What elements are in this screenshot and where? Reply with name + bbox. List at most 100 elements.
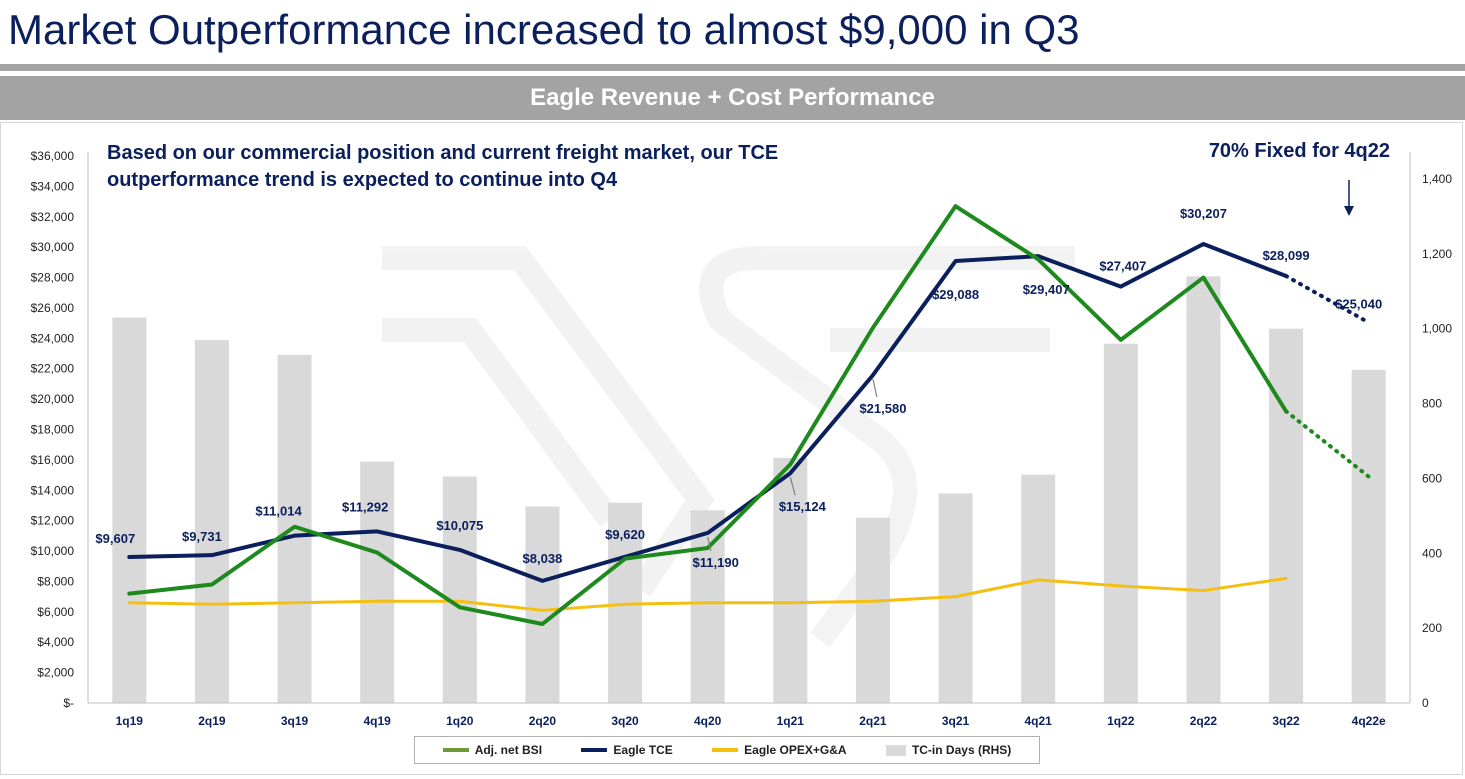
bar-3q22 (1269, 328, 1304, 703)
bar-2q19 (194, 339, 229, 703)
y-tick-left-label: $36,000 (31, 149, 75, 163)
bar-4q20 (690, 510, 725, 703)
chart-annotation: Based on our commercial position and cur… (107, 142, 779, 191)
series-projection-tce (1284, 274, 1371, 325)
y-tick-left-label: $22,000 (31, 362, 75, 376)
title-divider (0, 64, 1465, 71)
fixed-callout: 70% Fixed for 4q22 (1208, 140, 1390, 162)
data-label-tce-2q21: $21,580 (859, 401, 906, 416)
bar-2q22 (1186, 276, 1221, 703)
y-tick-left-label: $14,000 (31, 483, 75, 497)
x-tick-label-2q21: 2q21 (859, 714, 887, 728)
legend-swatch-tce (581, 748, 608, 752)
y-tick-left-label: $16,000 (31, 453, 75, 467)
data-label-tce-1q19: $9,607 (95, 531, 135, 546)
bar-4q19 (360, 461, 395, 703)
y-tick-right-label: 400 (1422, 546, 1442, 560)
y-tick-left-label: $34,000 (31, 179, 75, 193)
data-label-tce-4q22e: $25,040 (1335, 297, 1382, 312)
bar-4q22e (1351, 369, 1386, 703)
data-label-leader (789, 477, 796, 496)
series-line-bsi (127, 204, 1289, 626)
legend-item-opex: Eagle OPEX+G&A (712, 743, 847, 757)
legend-swatch-tc-days (885, 744, 906, 756)
y-tick-left-label: $32,000 (31, 210, 75, 224)
x-tick-label-2q20: 2q20 (529, 714, 557, 728)
y-tick-left-label: $28,000 (31, 271, 75, 285)
y-tick-right-label: 0 (1422, 696, 1429, 710)
legend-label-tce: Eagle TCE (613, 743, 673, 757)
x-tick-label-3q21: 3q21 (942, 714, 970, 728)
chart-frame (0, 122, 1463, 775)
x-tick-label-1q22: 1q22 (1107, 714, 1135, 728)
legend-item-tce: Eagle TCE (581, 743, 673, 757)
slide-title: Market Outperformance increased to almos… (8, 6, 1080, 53)
legend-item-tc-days: TC-in Days (RHS) (885, 743, 1012, 757)
bar-2q20 (525, 506, 560, 703)
x-tick-label-3q20: 3q20 (611, 714, 639, 728)
y-tick-left-label: $20,000 (31, 392, 75, 406)
data-label-tce-3q21: $29,088 (932, 287, 979, 302)
x-tick-label-4q19: 4q19 (364, 714, 392, 728)
data-label-tce-4q19: $11,292 (342, 499, 388, 514)
x-tick-label-1q21: 1q21 (777, 714, 805, 728)
data-label-leader (872, 378, 878, 398)
bar-1q22 (1103, 343, 1138, 703)
data-label-tce-3q19: $11,014 (255, 504, 302, 519)
y-tick-right-label: 1,000 (1422, 322, 1452, 336)
bar-1q21 (773, 457, 808, 703)
x-tick-label-2q22: 2q22 (1190, 714, 1218, 728)
x-tick-label-3q22: 3q22 (1272, 714, 1300, 728)
bar-1q19 (112, 317, 147, 703)
x-tick-label-2q19: 2q19 (198, 714, 226, 728)
data-label-tce-1q20: $10,075 (436, 518, 483, 533)
data-label-tce-4q20: $11,190 (693, 555, 739, 570)
data-label-tce-2q20: $8,038 (523, 551, 563, 566)
y-tick-left-label: $4,000 (37, 635, 74, 649)
x-tick-label-3q19: 3q19 (281, 714, 309, 728)
bar-1q20 (442, 476, 477, 703)
section-band-title: Eagle Revenue + Cost Performance (0, 76, 1465, 120)
y-tick-left-label: $26,000 (31, 301, 75, 315)
y-tick-left-label: $24,000 (31, 331, 75, 345)
x-tick-label-4q21: 4q21 (1025, 714, 1053, 728)
data-label-tce-4q21: $29,407 (1023, 282, 1070, 297)
data-label-tce-2q22: $30,207 (1180, 206, 1227, 221)
data-label-tce-3q20: $9,620 (605, 527, 645, 542)
legend-label-bsi: Adj. net BSI (474, 743, 543, 757)
x-tick-label-4q20: 4q20 (694, 714, 722, 728)
y-tick-right-label: 200 (1422, 621, 1442, 635)
data-label-tce-1q22: $27,407 (1099, 259, 1146, 274)
y-tick-right-label: 1,200 (1422, 247, 1452, 261)
y-tick-left-label: $18,000 (31, 423, 75, 437)
legend-item-bsi: Adj. net BSI (442, 743, 543, 757)
callout-arrow (1344, 180, 1354, 216)
series-line-opex (127, 576, 1288, 612)
y-tick-left-label: $10,000 (31, 544, 75, 558)
y-tick-right-label: 1,400 (1422, 172, 1452, 186)
legend-label-opex: Eagle OPEX+G&A (744, 743, 847, 757)
data-label-tce-1q21: $15,124 (779, 499, 827, 514)
data-label-tce-3q22: $28,099 (1263, 248, 1310, 263)
x-tick-label-1q19: 1q19 (116, 714, 144, 728)
chart-legend: Adj. net BSI Eagle TCE Eagle OPEX+G&A TC… (414, 736, 1040, 764)
data-label-tce-2q19: $9,731 (182, 529, 222, 544)
y-tick-left-label: $2,000 (37, 666, 74, 680)
series-projection-bsi (1284, 409, 1371, 479)
y-tick-left-label: $30,000 (31, 240, 75, 254)
x-tick-label-1q20: 1q20 (446, 714, 474, 728)
legend-swatch-opex (712, 748, 739, 752)
bar-4q21 (1021, 474, 1056, 703)
bar-2q21 (855, 517, 890, 703)
y-tick-right-label: 800 (1422, 397, 1442, 411)
y-tick-left-label: $12,000 (31, 514, 75, 528)
y-tick-left-label: $8,000 (37, 574, 74, 588)
legend-swatch-bsi (442, 748, 469, 752)
x-tick-label-4q22e: 4q22e (1352, 714, 1386, 728)
data-label-leader (707, 536, 712, 552)
legend-label-tc-days: TC-in Days (RHS) (911, 743, 1012, 757)
y-tick-left-label: $- (63, 696, 74, 710)
y-tick-left-label: $6,000 (37, 605, 74, 619)
y-tick-right-label: 600 (1422, 471, 1442, 485)
